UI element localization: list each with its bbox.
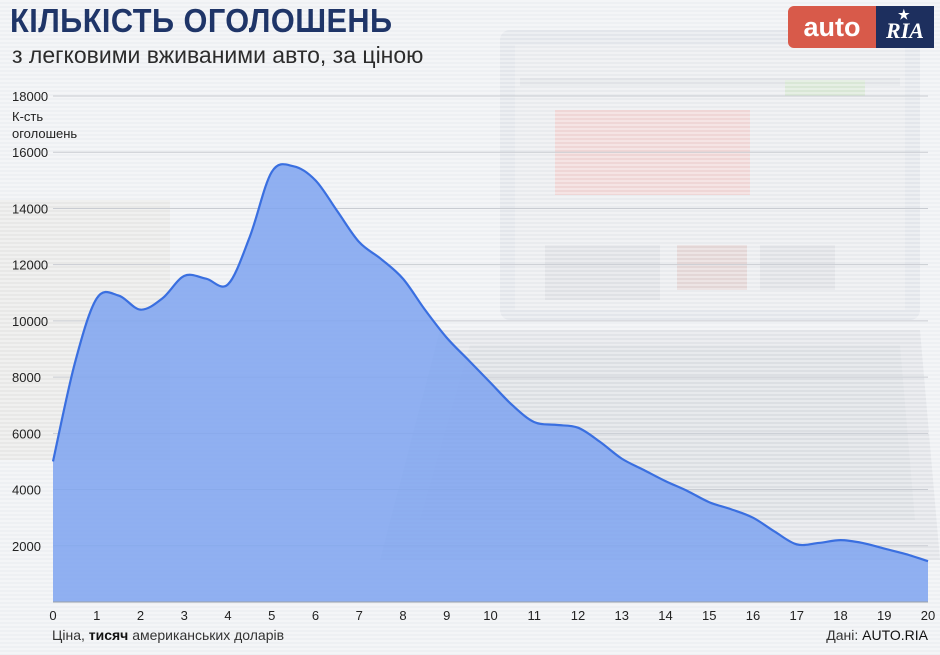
x-tick-label: 9 bbox=[443, 608, 450, 623]
logo-star-icon: ★ bbox=[898, 7, 910, 22]
y-tick-label: 16000 bbox=[12, 145, 48, 160]
x-tick-label: 8 bbox=[399, 608, 406, 623]
chart-subtitle: з легковими вживаними авто, за ціною bbox=[12, 42, 424, 68]
x-tick-label: 5 bbox=[268, 608, 275, 623]
x-tick-label: 17 bbox=[790, 608, 804, 623]
x-tick-label: 15 bbox=[702, 608, 716, 623]
x-tick-label: 7 bbox=[356, 608, 363, 623]
x-tick-label: 13 bbox=[615, 608, 629, 623]
x-tick-label: 2 bbox=[137, 608, 144, 623]
logo-auto-part: auto bbox=[788, 6, 876, 48]
series-line bbox=[51, 163, 929, 563]
y-tick-label: 2000 bbox=[12, 539, 41, 554]
x-tick-label: 18 bbox=[833, 608, 847, 623]
y-tick-label: 12000 bbox=[12, 258, 48, 273]
x-tick-label: 6 bbox=[312, 608, 319, 623]
x-tick-label: 16 bbox=[746, 608, 760, 623]
y-tick-label: 6000 bbox=[12, 426, 41, 441]
x-tick-label: 11 bbox=[528, 608, 542, 623]
x-tick-label: 3 bbox=[181, 608, 188, 623]
x-axis-label-bold: тисяч bbox=[88, 627, 129, 643]
y-tick-label: 14000 bbox=[12, 201, 48, 216]
x-tick-label: 12 bbox=[571, 608, 585, 623]
x-axis-label-suffix: американських доларів bbox=[132, 627, 285, 643]
y-tick-label: 8000 bbox=[12, 370, 41, 385]
y-tick-label: 10000 bbox=[12, 314, 48, 329]
x-axis-label: Ціна, тисяч американських доларів bbox=[52, 627, 284, 643]
logo-ria-part: ★ RIA bbox=[876, 6, 934, 48]
x-tick-label: 1 bbox=[93, 608, 100, 623]
x-axis-label-prefix: Ціна, bbox=[52, 627, 85, 643]
x-tick-label: 10 bbox=[483, 608, 497, 623]
x-tick-label: 14 bbox=[658, 608, 672, 623]
data-source-name: AUTO.RIA bbox=[862, 627, 928, 643]
data-source: Дані: AUTO.RIA bbox=[826, 627, 928, 643]
x-tick-label: 0 bbox=[49, 608, 56, 623]
y-tick-label: 4000 bbox=[12, 483, 41, 498]
logo-ria-text: RIA bbox=[886, 18, 924, 43]
data-source-prefix: Дані: bbox=[826, 627, 859, 643]
y-axis-label: К-сть оголошень bbox=[12, 109, 78, 141]
x-tick-label: 20 bbox=[921, 608, 935, 623]
autoria-logo: auto ★ RIA bbox=[788, 6, 934, 48]
x-tick-label: 19 bbox=[877, 608, 891, 623]
chart-title: КІЛЬКІСТЬ ОГОЛОШЕНЬ bbox=[10, 2, 393, 39]
y-tick-label: 18000 bbox=[12, 89, 48, 104]
x-tick-label: 4 bbox=[224, 608, 231, 623]
